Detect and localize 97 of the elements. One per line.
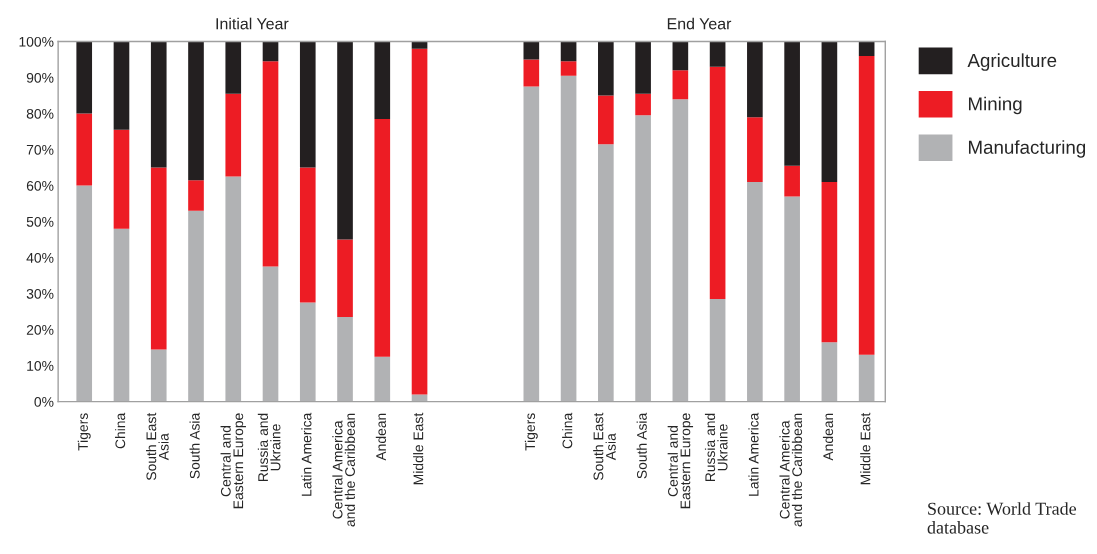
bar <box>821 181 838 343</box>
bar <box>337 41 353 240</box>
bar <box>188 41 204 181</box>
bar <box>784 41 800 166</box>
y-tick-label: 70% <box>26 144 54 155</box>
bar <box>337 239 353 318</box>
x-tick-label: Middle East <box>413 412 424 485</box>
bar <box>598 41 614 96</box>
y-tick-label: 40% <box>26 252 54 263</box>
x-tick-label: South Asia <box>189 412 200 479</box>
x-tick-label: Central America and the Caribbean <box>779 413 803 527</box>
bar <box>523 59 540 87</box>
y-tick-label: 90% <box>26 72 54 83</box>
x-tick-label: Central America and the Caribbean <box>332 413 355 527</box>
bar <box>262 266 279 402</box>
bar <box>411 48 428 395</box>
bar <box>411 394 428 402</box>
bar <box>76 185 93 402</box>
bar <box>523 41 540 60</box>
bar <box>113 129 130 229</box>
bar <box>821 41 838 182</box>
x-tick-label: Tigers <box>77 413 91 451</box>
bar <box>374 118 391 357</box>
text: Initial Year <box>216 17 289 30</box>
bar <box>150 349 167 402</box>
x-tick-label: China <box>562 412 573 449</box>
bar <box>225 176 242 402</box>
bar <box>76 41 93 114</box>
y-tick-label: 30% <box>26 288 54 299</box>
legend-label: Mining <box>968 96 1022 115</box>
bar <box>76 113 93 186</box>
bar <box>262 41 279 62</box>
bar <box>113 228 130 402</box>
bar <box>784 165 800 197</box>
x-tick-label: Tigers <box>524 413 538 451</box>
bar <box>635 41 651 94</box>
bar <box>709 299 726 402</box>
y-tick-label: 80% <box>26 108 54 119</box>
bar <box>672 99 689 402</box>
bar <box>411 41 428 49</box>
bar <box>113 41 130 130</box>
bar <box>635 115 651 402</box>
bar <box>635 93 651 116</box>
bar <box>150 167 167 350</box>
bar <box>560 61 577 76</box>
bar <box>299 41 316 168</box>
x-tick-label: South Asia <box>636 412 647 479</box>
bar <box>747 117 763 182</box>
y-tick-label: 0% <box>34 396 54 407</box>
x-tick-label: South East Asia <box>593 412 616 481</box>
bar <box>672 70 689 100</box>
bar <box>821 342 838 402</box>
x-tick-label: Middle East <box>860 412 871 485</box>
bar <box>188 180 204 211</box>
y-tick-label: 20% <box>26 324 54 335</box>
bar <box>598 144 614 402</box>
bar <box>262 61 279 267</box>
bar <box>784 196 800 402</box>
x-tick-label: Andean <box>822 413 834 461</box>
bar <box>598 95 614 145</box>
bar <box>747 181 763 402</box>
bar <box>374 356 391 402</box>
bar <box>560 41 577 62</box>
y-tick-label: 60% <box>26 180 54 191</box>
bar <box>188 210 204 402</box>
bar <box>225 93 242 177</box>
bar <box>374 41 391 119</box>
bar <box>709 66 726 300</box>
bar <box>225 41 242 94</box>
bar <box>858 41 875 56</box>
x-tick-label: Latin America <box>301 412 312 496</box>
bar <box>709 41 726 67</box>
x-tick-label: Russia and Ukraine <box>257 413 281 482</box>
y-tick-label: 50% <box>26 216 54 227</box>
source-note: Source: World Trade database <box>927 502 1077 534</box>
text: End Year <box>667 17 732 30</box>
bar <box>299 302 316 402</box>
bar <box>858 55 875 355</box>
x-tick-label: Andean <box>375 413 387 461</box>
bar <box>150 41 167 168</box>
x-tick-label: Central and Eastern Europe <box>220 413 246 509</box>
bar <box>747 41 763 118</box>
x-tick-label: Russia and Ukraine <box>704 413 728 482</box>
bar <box>672 41 689 71</box>
bar <box>299 167 316 303</box>
bar <box>858 354 875 402</box>
y-tick-label: 100% <box>19 36 54 47</box>
bar <box>560 75 577 402</box>
legend-label: Agriculture <box>967 53 1057 71</box>
y-tick-label: 10% <box>27 360 54 371</box>
legend-label: Manufacturing <box>968 140 1086 158</box>
bar <box>337 317 353 402</box>
x-tick-label: Latin America <box>748 412 759 496</box>
x-tick-label: South East Asia <box>146 412 169 481</box>
bar <box>523 86 540 402</box>
x-tick-label: China <box>115 412 126 449</box>
x-tick-label: Central and Eastern Europe <box>667 413 694 509</box>
